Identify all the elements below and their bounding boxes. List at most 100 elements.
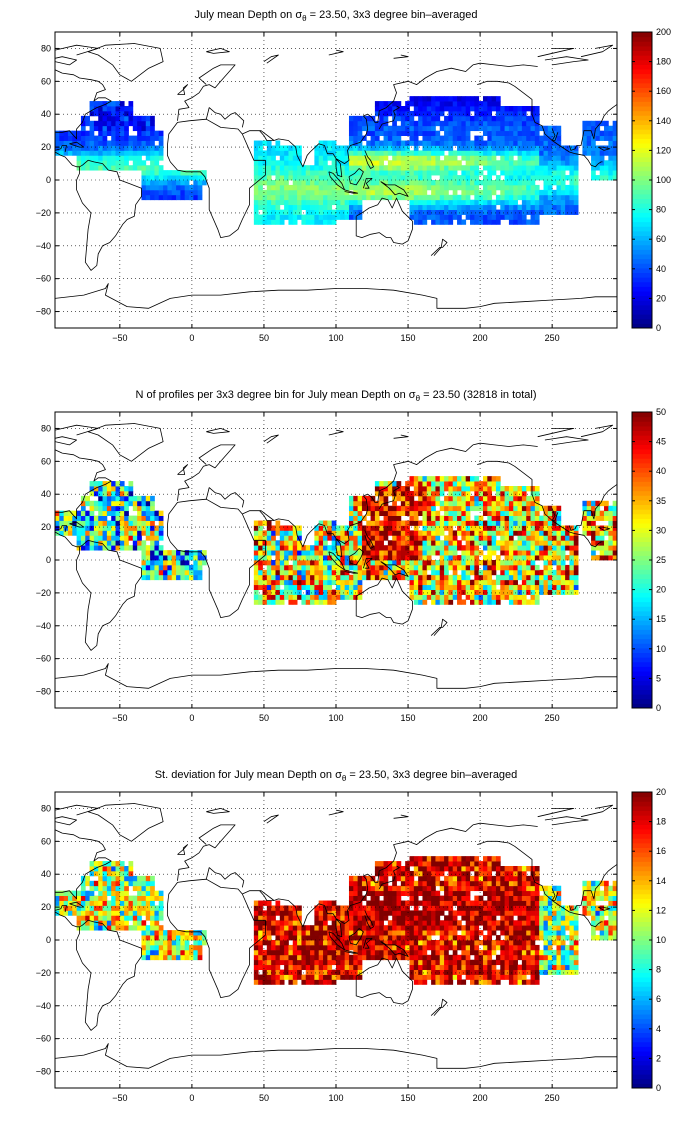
heatmap-cell [565,530,570,536]
heatmap-cell [275,209,281,215]
y-tick-label: 40 [41,489,51,499]
heatmap-cell [478,969,484,975]
heatmap-cell [288,219,294,225]
coastline [393,54,409,59]
heatmap-cell [284,175,289,181]
heatmap-cell [482,155,488,161]
heatmap-cell [297,160,302,166]
heatmap-cell [197,940,203,946]
heatmap-cell [305,180,311,186]
heatmap-cell [379,140,384,146]
heatmap-cell [271,959,276,966]
heatmap-cell [348,574,354,581]
heatmap-cell [137,495,142,502]
heatmap-cell [552,209,557,215]
heatmap-cell [119,500,125,507]
heatmap-cell [591,520,596,526]
heatmap-cell [370,560,376,566]
heatmap-cell [275,204,281,210]
heatmap-cell [530,214,536,220]
heatmap-cell [487,964,493,970]
heatmap-cell [258,954,263,961]
heatmap-cell [439,505,445,512]
heatmap-cell [508,574,514,581]
heatmap-cell [482,120,488,127]
heatmap-cell [366,550,371,556]
heatmap-cell [111,510,116,516]
heatmap-cell [448,110,454,117]
heatmap-cell [275,199,281,206]
heatmap-cell [405,175,410,181]
heatmap-cell [478,204,484,210]
heatmap-cell [383,530,389,536]
heatmap-cell [344,949,350,956]
heatmap-cell [508,584,514,590]
heatmap-cell [413,545,419,551]
heatmap-cell [271,214,276,220]
heatmap-cell [379,930,384,936]
heatmap-cell [305,165,311,171]
heatmap-cell [465,199,471,206]
heatmap-cell [508,545,514,551]
heatmap-cell [487,96,493,102]
heatmap-cell [504,935,510,941]
heatmap-cell [517,150,523,156]
heatmap-cell [189,564,194,571]
heatmap-cell [361,555,367,561]
heatmap-cell [435,184,441,191]
heatmap-cell [323,204,328,210]
heatmap-cell [444,135,449,141]
heatmap-cell [500,194,505,201]
heatmap-cell [569,180,575,186]
heatmap-cell [292,564,298,571]
heatmap-cell [85,510,90,516]
heatmap-cell [543,175,549,181]
heatmap-cell [145,569,151,576]
heatmap-cell [80,115,86,122]
heatmap-cell [193,940,199,946]
heatmap-cell [495,540,501,546]
heatmap-cell [530,525,536,531]
heatmap-cell [106,925,112,931]
heatmap-cell [573,209,579,215]
heatmap-cell [560,160,566,166]
heatmap-cell [422,490,428,497]
heatmap-cell [348,194,354,201]
heatmap-cell [392,515,397,521]
heatmap-cell [158,145,164,151]
heatmap-cell [266,599,272,605]
heatmap-cell [392,545,397,551]
heatmap-cell [439,180,445,186]
heatmap-cell [310,594,315,600]
heatmap-cell [526,130,531,136]
heatmap-cell [409,520,415,526]
heatmap-cell [457,175,462,181]
heatmap-cell [491,969,497,975]
heatmap-cell [543,505,549,512]
heatmap-cell [150,930,155,936]
heatmap-cell [400,110,406,117]
heatmap-cell [500,510,505,516]
heatmap-cell [167,930,173,936]
heatmap-cell [396,490,402,497]
heatmap-cell [348,940,354,946]
heatmap-cell [565,184,570,191]
heatmap-cell [474,490,480,497]
heatmap-cell [336,204,341,210]
heatmap-cell [271,579,276,586]
heatmap-cell [76,145,82,151]
heatmap-cell [379,125,384,132]
heatmap-cell [288,599,294,605]
heatmap-cell [314,214,320,220]
colorbar-tick-label: 15 [656,614,666,624]
heatmap-cell [154,160,160,166]
heatmap-cell [439,589,445,595]
heatmap-cell [288,165,294,171]
heatmap-cell [461,515,467,521]
heatmap-cell [478,515,484,521]
heatmap-cell [495,555,501,561]
heatmap-cell [392,155,397,161]
heatmap-cell [89,120,95,127]
heatmap-cell [271,569,276,576]
heatmap-cell [314,569,320,576]
